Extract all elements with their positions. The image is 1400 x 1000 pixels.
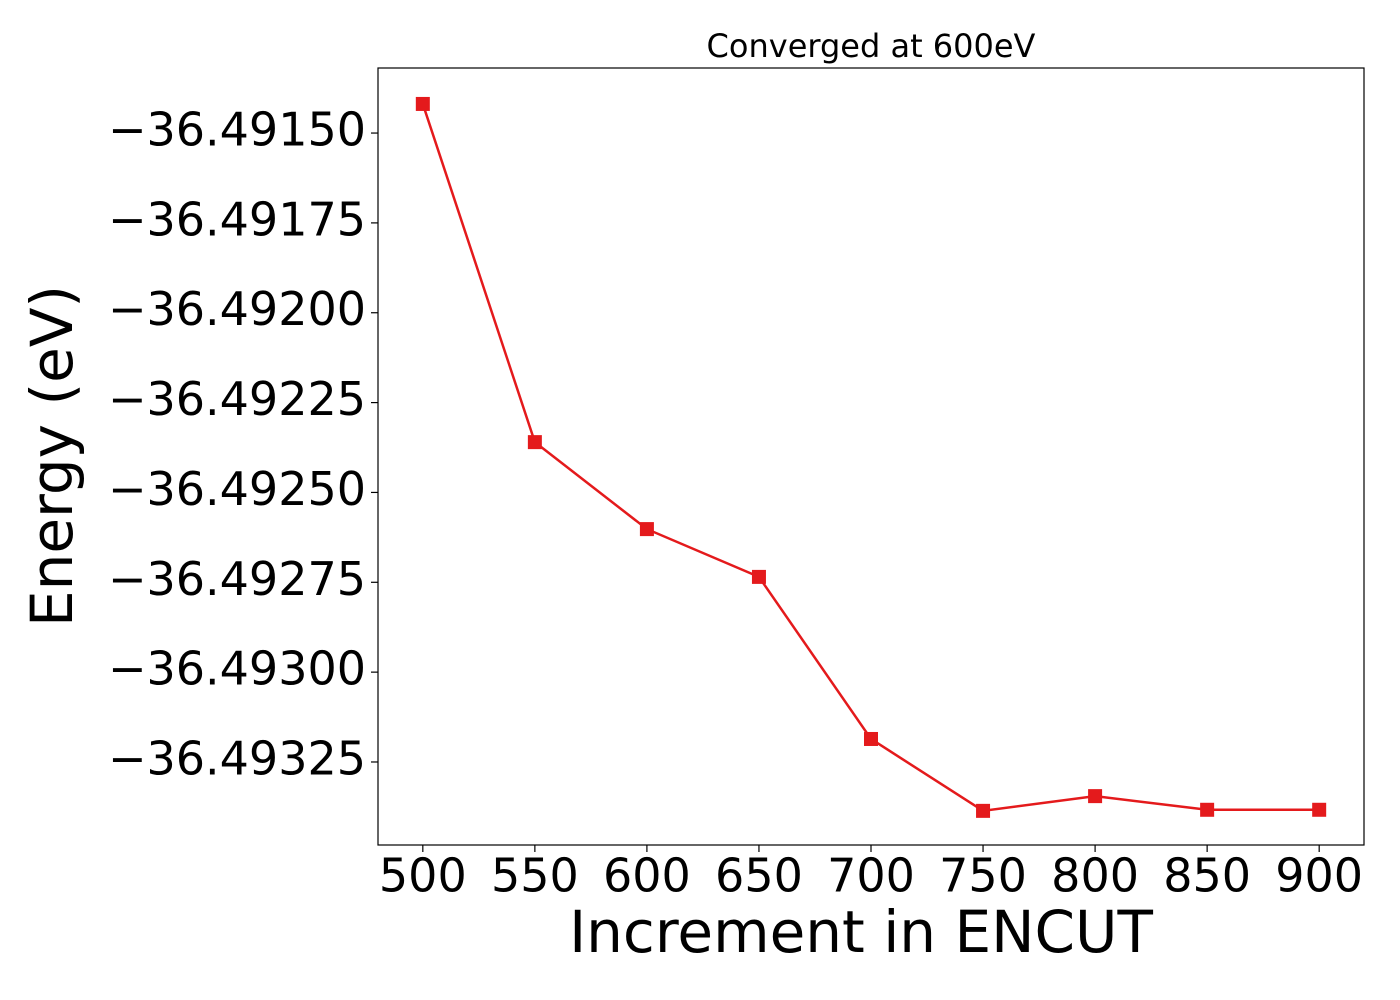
x-tick-label: 700 — [827, 849, 915, 903]
y-tick-label: −36.49300 — [108, 642, 366, 696]
x-tick-label: 750 — [939, 849, 1027, 903]
y-tick-label: −36.49275 — [108, 552, 366, 606]
plot-frame — [377, 67, 1365, 846]
chart-title: Converged at 600eV — [707, 27, 1036, 65]
x-tick-label: 650 — [715, 849, 803, 903]
data-point — [864, 731, 878, 746]
x-tick-label: 900 — [1275, 849, 1363, 903]
x-tick-label: 600 — [603, 849, 691, 903]
x-axis-label: Increment in ENCUT — [569, 898, 1153, 966]
y-tick-label: −36.49250 — [108, 462, 366, 516]
data-line — [421, 103, 1320, 813]
data-point — [639, 522, 654, 537]
y-tick-label: −36.49325 — [108, 731, 366, 785]
data-point — [527, 435, 542, 450]
y-tick-label: −36.49225 — [108, 372, 366, 426]
x-tick-label: 500 — [379, 849, 467, 903]
x-tick-label: 800 — [1051, 849, 1139, 903]
data-point — [1200, 802, 1215, 817]
data-point — [976, 803, 991, 818]
y-tick-label: −36.49175 — [108, 192, 366, 246]
x-tick-label: 850 — [1163, 849, 1251, 903]
data-point — [415, 96, 430, 111]
data-point — [1088, 789, 1103, 804]
data-point — [751, 569, 766, 584]
y-tick-label: −36.49150 — [108, 103, 366, 157]
data-point — [1312, 802, 1327, 817]
y-tick-label: −36.49200 — [108, 282, 366, 336]
y-axis-label: Energy (eV) — [18, 285, 86, 627]
x-tick-label: 550 — [491, 849, 579, 903]
